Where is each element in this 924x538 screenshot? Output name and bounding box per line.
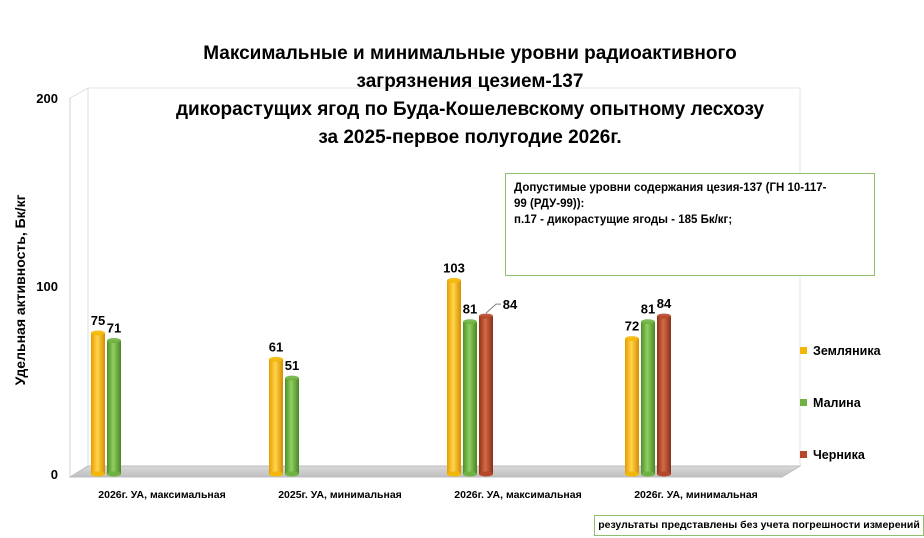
bar-top <box>657 313 671 319</box>
y-tick-label: 100 <box>36 279 58 294</box>
bar-base <box>657 471 671 477</box>
note-line: 99 (РДУ-99)): <box>514 198 585 210</box>
bar-top <box>625 336 639 342</box>
bar-base <box>625 471 639 477</box>
data-label: 81 <box>641 302 655 317</box>
bar-top <box>641 319 655 325</box>
legend-swatch <box>800 451 807 458</box>
permissible-levels-note: Допустимые уровни содержания цезия-137 (… <box>505 173 875 276</box>
chart-title-line: Максимальные и минимальные уровни радиоа… <box>203 43 737 64</box>
bar-raspberry <box>285 375 299 477</box>
bar-raspberry <box>463 319 477 477</box>
bar-base <box>641 471 655 477</box>
legend-label: Черника <box>813 448 865 462</box>
bar-strawberry <box>269 356 283 477</box>
data-label: 75 <box>91 313 105 328</box>
y-tick-label: 200 <box>36 91 58 106</box>
bar-base <box>269 471 283 477</box>
bar-base <box>285 471 299 477</box>
note-line: Допустимые уровни содержания цезия-137 (… <box>514 182 827 194</box>
bar-body <box>625 338 639 474</box>
bar-body <box>657 316 671 474</box>
legend-item-blueberry: Черника <box>800 448 865 462</box>
note-line: п.17 - дикорастущие ягоды - 185 Бк/кг; <box>514 214 733 226</box>
bar-top <box>269 356 283 362</box>
bar-strawberry <box>625 336 639 477</box>
bar-base <box>447 471 461 477</box>
category-label: 2026г. УА, максимальная <box>454 489 581 501</box>
bar-base <box>107 471 121 477</box>
bar-body <box>107 340 121 474</box>
category-labels: 2026г. УА, максимальная 2025г. УА, минима… <box>98 489 758 501</box>
legend-swatch <box>800 399 807 406</box>
bar-body <box>463 321 477 474</box>
bar-blueberry <box>479 313 493 477</box>
bar-raspberry <box>107 338 121 477</box>
bar-body <box>285 378 299 474</box>
bar-raspberry <box>641 319 655 477</box>
bar-base <box>479 471 493 477</box>
bar-body <box>479 316 493 474</box>
bar-body <box>91 333 105 474</box>
bar-body <box>447 280 461 474</box>
data-label: 51 <box>285 358 299 373</box>
data-label: 72 <box>625 319 639 334</box>
bar-base <box>463 471 477 477</box>
legend-label: Земляника <box>813 344 881 358</box>
bar-top <box>285 375 299 381</box>
bar-top <box>447 277 461 283</box>
bar-strawberry <box>447 277 461 477</box>
legend-label: Малина <box>813 396 861 410</box>
bar-blueberry <box>657 313 671 477</box>
bar-top <box>107 338 121 344</box>
bars <box>91 277 671 477</box>
bar-top <box>463 319 477 325</box>
legend-item-raspberry: Малина <box>800 396 861 410</box>
chart-title: Максимальные и минимальные уровни радиоа… <box>120 40 820 152</box>
data-label: 61 <box>269 339 283 354</box>
category-label: 2025г. УА, минимальная <box>278 489 402 501</box>
footer-note: результаты представлены без учета погреш… <box>594 515 924 536</box>
y-ticks: 0 100 200 <box>36 91 58 482</box>
category-label: 2026г. УА, максимальная <box>98 489 225 501</box>
chart-floor <box>68 465 802 478</box>
data-label: 81 <box>463 302 477 317</box>
y-axis-label-text: Удельная активность, Бк/кг <box>12 194 28 386</box>
chart-left-wall <box>69 87 89 478</box>
legend-item-strawberry: Земляника <box>800 344 881 358</box>
chart-title-line: загрязнения цезием-137 <box>356 71 584 92</box>
data-label: 71 <box>107 321 121 336</box>
bar-top <box>479 313 493 319</box>
bar-base <box>91 471 105 477</box>
bar-body <box>269 359 283 474</box>
bar-top <box>91 330 105 336</box>
legend-swatch <box>800 347 807 354</box>
data-label-leader <box>485 303 501 314</box>
bar-body <box>641 321 655 474</box>
category-label: 2026г. УА, минимальная <box>634 489 758 501</box>
data-label: 84 <box>503 297 518 312</box>
bar-strawberry <box>91 330 105 477</box>
chart-title-line: за 2025-первое полугодие 2026г. <box>318 127 622 148</box>
data-label: 103 <box>443 260 465 275</box>
data-label: 84 <box>657 296 672 311</box>
y-tick-label: 0 <box>51 467 58 482</box>
chart-title-line: дикорастущих ягод по Буда-Кошелевскому о… <box>175 99 765 120</box>
